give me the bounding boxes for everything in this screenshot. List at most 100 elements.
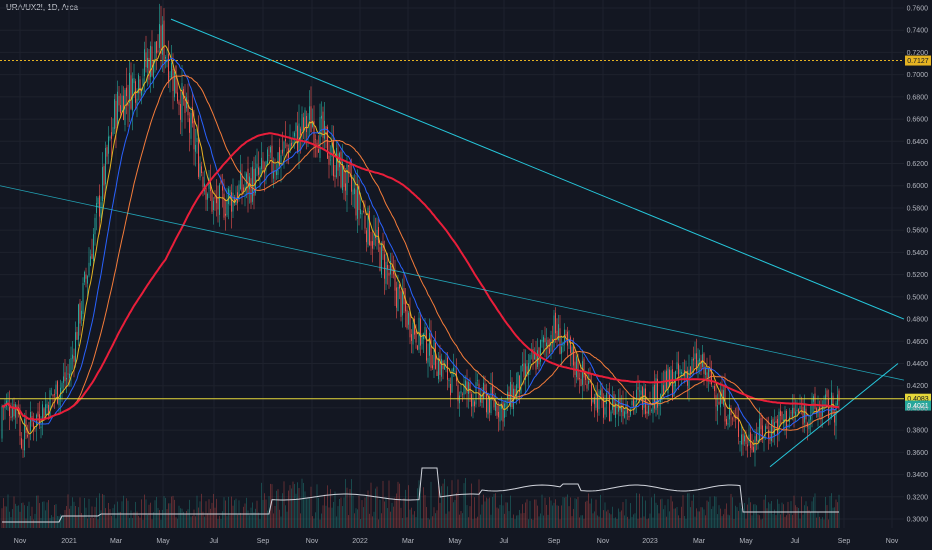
candle-body: [537, 350, 538, 367]
candle-body: [319, 116, 321, 158]
volume-bar: [786, 515, 787, 528]
volume-bar: [760, 519, 762, 528]
candle-body: [826, 390, 828, 397]
candle-body: [40, 426, 42, 429]
trendline-ascending-support: [769, 363, 899, 468]
volume-bar: [448, 511, 450, 528]
volume-bar: [498, 508, 499, 528]
candle-body: [528, 363, 529, 375]
volume-bar: [129, 517, 130, 528]
candle-body: [582, 361, 583, 385]
volume-bar: [573, 508, 574, 528]
volume-bar: [607, 509, 609, 528]
volume-bar: [18, 505, 19, 528]
candle-body: [351, 175, 352, 192]
volume-bar: [163, 496, 165, 528]
volume-bar: [489, 497, 490, 528]
volume-bar: [310, 486, 312, 528]
volume-bar: [447, 486, 448, 528]
candle-body: [532, 348, 534, 362]
volume-bar: [529, 500, 531, 528]
candle-body: [310, 106, 312, 133]
candle-body: [357, 186, 358, 219]
candle-body: [520, 365, 522, 394]
candle-body: [465, 380, 466, 388]
candle-body: [771, 420, 772, 442]
candle-body: [622, 403, 624, 417]
candle-body: [571, 346, 573, 355]
x-tick-label: 2022: [352, 538, 368, 545]
candle-body: [643, 388, 645, 408]
volume-bar: [508, 511, 510, 528]
candle-body: [172, 69, 174, 92]
candle-body: [178, 101, 180, 105]
candle-body: [759, 418, 760, 441]
volume-bar: [76, 515, 78, 528]
candle-body: [253, 168, 255, 196]
volume-bar: [91, 506, 93, 528]
volume-bar: [114, 504, 115, 528]
candle-body: [462, 393, 463, 395]
candle-body: [433, 339, 435, 366]
volume-bar: [453, 502, 454, 528]
candle-body: [640, 390, 642, 395]
volume-bar: [466, 505, 468, 528]
volume-bar: [357, 509, 358, 528]
volume-bar: [555, 499, 556, 528]
candle-body: [540, 340, 541, 362]
volume-bar: [232, 505, 234, 528]
volume-bar: [363, 507, 364, 528]
volume-bar: [237, 514, 238, 528]
volume-bar: [85, 507, 87, 528]
candle-body: [97, 197, 99, 205]
volume-bar: [276, 490, 277, 528]
volume-bar: [66, 506, 67, 528]
volume-bar: [304, 491, 306, 528]
volume-bar: [822, 517, 823, 528]
candle-body: [651, 410, 652, 411]
volume-bar: [267, 510, 268, 528]
candle-body: [22, 448, 24, 450]
volume-bar: [55, 504, 57, 528]
candle-body: [756, 433, 757, 441]
volume-bar: [405, 489, 406, 528]
volume-bar: [100, 510, 102, 528]
candle-body: [103, 166, 105, 186]
volume-bar: [421, 518, 423, 528]
volume-bar: [826, 505, 828, 528]
volume-bar: [93, 517, 94, 528]
candle-body: [780, 410, 781, 417]
candle-body: [481, 395, 483, 403]
candle-body: [250, 178, 252, 203]
candle-body: [343, 165, 345, 187]
candle-body: [36, 414, 37, 428]
candle-body: [817, 409, 819, 417]
volume-bar: [340, 497, 342, 528]
candle-body: [240, 170, 241, 190]
volume-bar: [468, 517, 469, 528]
volume-bar: [717, 514, 718, 528]
volume-bar: [9, 511, 10, 528]
volume-bar: [538, 516, 540, 528]
volume-bar: [355, 508, 357, 528]
candle-body: [577, 357, 579, 380]
volume-bar: [633, 514, 634, 528]
candle-body: [402, 288, 403, 316]
volume-bar: [696, 508, 697, 528]
volume-bar: [133, 512, 135, 528]
candle-body: [586, 383, 588, 389]
candles: [1, 3, 840, 467]
candle-body: [169, 76, 171, 77]
volume-bar: [228, 496, 229, 528]
candle-body: [238, 184, 240, 200]
candle-body: [523, 363, 525, 377]
candle-body: [837, 394, 838, 406]
candle-body: [439, 355, 441, 375]
candle-body: [336, 147, 337, 178]
candle-body: [93, 234, 94, 262]
candle-body: [472, 398, 474, 407]
volume-bar: [118, 511, 120, 528]
volume-bar: [135, 501, 136, 528]
x-tick-label: Mar: [693, 538, 706, 545]
